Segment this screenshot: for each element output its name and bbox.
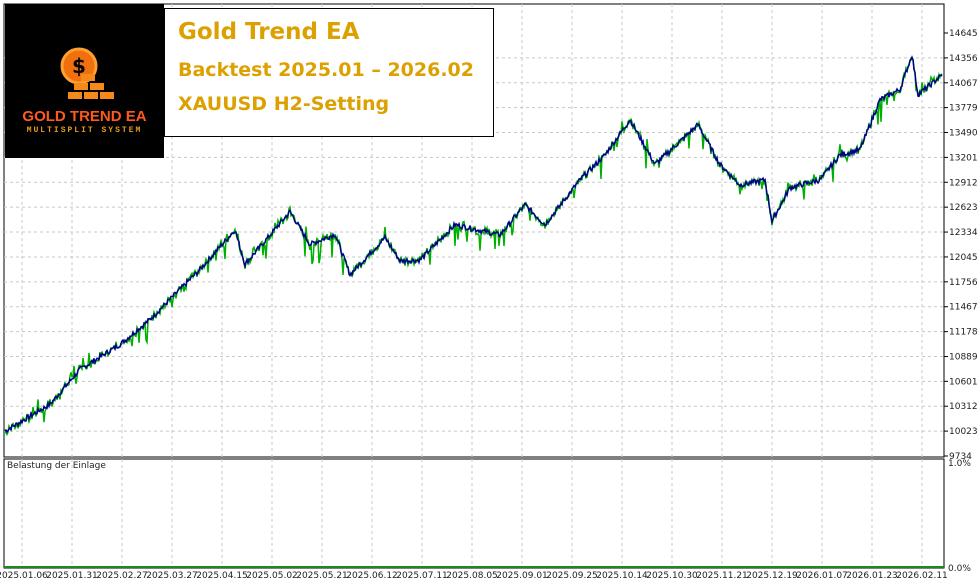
- x-tick-label: 2025.10.30: [646, 571, 698, 581]
- logo: $ GOLD TREND EA MULTISPLIT SYSTEM: [5, 4, 164, 158]
- y-tick-label: 14645: [949, 29, 977, 39]
- sub-panel-label: Belastung der Einlage: [7, 461, 106, 471]
- x-tick-label: 2026.02.11: [896, 571, 948, 581]
- x-tick-label: 2025.04.15: [196, 571, 248, 581]
- x-tick-label: 2025.02.27: [96, 571, 148, 581]
- x-tick-label: 2025.06.12: [346, 571, 398, 581]
- y-tick-label: 12334: [949, 228, 977, 238]
- y-tick-label: 9734: [949, 452, 972, 462]
- x-tick-label: 2025.03.27: [146, 571, 198, 581]
- x-tick-label: 2025.01.31: [46, 571, 98, 581]
- x-tick-label: 2025.01.06: [0, 571, 48, 581]
- logo-title: GOLD TREND EA: [22, 108, 147, 125]
- x-tick-label: 2025.10.14: [596, 571, 648, 581]
- y-tick-label: 12912: [949, 178, 977, 188]
- x-tick-label: 2026.01.23: [846, 571, 898, 581]
- x-tick-label: 2025.09.01: [496, 571, 548, 581]
- y-tick-label: 13201: [949, 153, 977, 163]
- x-tick-label: 2025.05.02: [246, 571, 298, 581]
- title-line-1: Gold Trend EA: [178, 19, 360, 45]
- svg-text:$: $: [72, 54, 86, 78]
- balance-line: [4, 55, 943, 434]
- x-tick-label: 2025.11.21: [696, 571, 748, 581]
- y-tick-label: 14356: [949, 54, 977, 64]
- y-tick-label: 10601: [949, 377, 977, 387]
- y-tick-label: 11178: [949, 328, 977, 338]
- title-box: Gold Trend EA Backtest 2025.01 – 2026.02…: [164, 8, 494, 137]
- y-tick-label: 10889: [949, 353, 977, 363]
- sub-y-label-bottom: 0.0%: [948, 564, 971, 574]
- title-line-2: Backtest 2025.01 – 2026.02: [178, 59, 474, 81]
- y-tick-label: 12045: [949, 253, 977, 263]
- y-tick-label: 10312: [949, 402, 977, 412]
- logo-subtitle: MULTISPLIT SYSTEM: [26, 126, 143, 135]
- gold-coin-icon: $: [60, 47, 114, 99]
- x-tick-label: 2025.07.11: [396, 571, 448, 581]
- y-tick-label: 14067: [949, 79, 977, 89]
- x-tick-label: 2025.09.25: [546, 571, 598, 581]
- y-tick-label: 11756: [949, 278, 977, 288]
- y-tick-label: 13779: [949, 104, 977, 114]
- x-tick-label: 2025.12.19: [746, 571, 798, 581]
- title-line-3: XAUUSD H2-Setting: [178, 93, 390, 115]
- sub-y-label-top: 1.0%: [948, 459, 971, 469]
- sub-panel: [3, 458, 945, 569]
- y-tick-label: 11467: [949, 303, 977, 313]
- x-tick-label: 2025.08.05: [446, 571, 498, 581]
- y-tick-label: 13490: [949, 128, 977, 138]
- y-tick-label: 10023: [949, 427, 977, 437]
- y-tick-label: 12623: [949, 203, 977, 213]
- x-tick-label: 2026.01.07: [796, 571, 848, 581]
- x-tick-label: 2025.05.21: [296, 571, 348, 581]
